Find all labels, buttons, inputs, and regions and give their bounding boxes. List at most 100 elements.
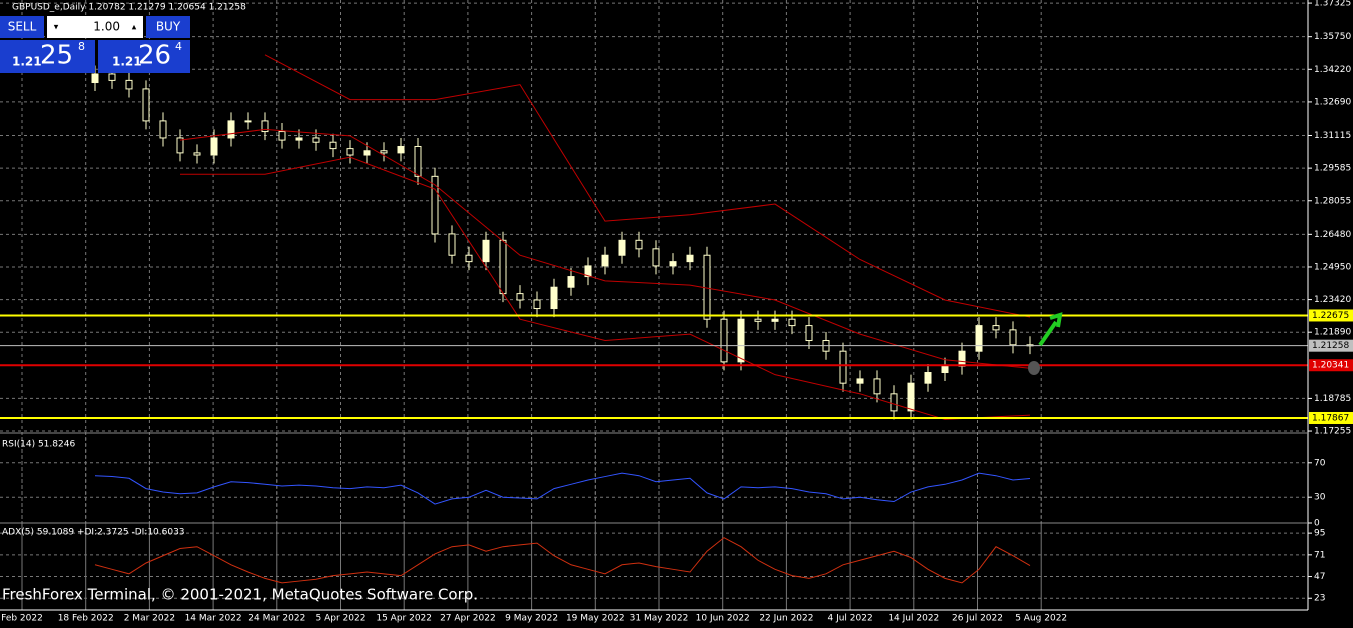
candle-body <box>533 299 541 310</box>
x-tick-label: 27 Apr 2022 <box>440 614 496 624</box>
candle-body <box>227 120 235 139</box>
y-tick-label: 1.21890 <box>1314 328 1351 338</box>
x-tick-label: 2 Mar 2022 <box>124 614 175 624</box>
candle-body <box>805 325 813 342</box>
buy-button[interactable] <box>146 16 190 38</box>
candle-body <box>754 318 762 322</box>
candle-body <box>363 150 371 156</box>
candle-body <box>397 145 405 154</box>
candle-body <box>142 88 150 122</box>
candle-body <box>91 73 99 84</box>
sell-price-main: 25 <box>40 41 73 71</box>
candle-body <box>295 137 303 141</box>
y-tick-label: 1.28055 <box>1314 196 1351 206</box>
x-tick-label: 14 Jul 2022 <box>888 614 939 624</box>
y-tick-label: 1.17255 <box>1314 427 1351 437</box>
y-tick-label: 1.29585 <box>1314 164 1351 174</box>
candle-body <box>516 293 524 301</box>
candle-body <box>312 137 320 143</box>
price-level-tag <box>1309 411 1353 424</box>
x-tick-label: 22 Jun 2022 <box>759 614 813 624</box>
price-level-tag <box>1309 359 1353 372</box>
arrow-annotation <box>1038 312 1063 347</box>
x-tick-label: 5 Apr 2022 <box>316 614 366 624</box>
candle-body <box>431 175 439 235</box>
buy-price-big: 1.21 <box>112 55 142 69</box>
buy-label[interactable]: BUY <box>156 20 181 34</box>
candle-body <box>992 325 1000 331</box>
candle-body <box>856 378 864 384</box>
indicator-title: ADX(5) 59.1089 +DI:2.3725 -DI:10.6033 <box>2 528 185 538</box>
lot-down[interactable]: ▾ <box>54 23 59 33</box>
marker <box>1028 361 1040 375</box>
price-level-tag <box>1309 339 1353 352</box>
candle-body <box>941 365 949 374</box>
indicator-title: RSI(14) 51.8246 <box>2 440 75 450</box>
buy-price-main: 26 <box>138 41 171 71</box>
candle-body <box>720 318 728 363</box>
candle-body <box>448 233 456 256</box>
x-tick-label: 5 Aug 2022 <box>1015 614 1067 624</box>
y-tick-label: 1.26480 <box>1314 230 1351 240</box>
symbol-info: GBPUSD_e,Daily 1.20782 1.21279 1.20654 1… <box>12 3 246 13</box>
lot-input[interactable] <box>47 16 143 38</box>
indicator-line <box>94 472 1031 505</box>
x-tick-label: 26 Jul 2022 <box>952 614 1003 624</box>
y-tick-label: 30 <box>1314 493 1326 503</box>
sell-price-big: 1.21 <box>12 55 42 69</box>
x-tick-label: 10 Jun 2022 <box>696 614 750 624</box>
y-tick-label: 1.23420 <box>1314 295 1351 305</box>
candle-body <box>108 73 116 81</box>
candle-body <box>329 141 337 150</box>
y-tick-label: 23 <box>1314 594 1325 604</box>
candle-body <box>686 254 694 263</box>
candle-body <box>584 265 592 278</box>
price-level-label: 1.21258 <box>1312 341 1349 351</box>
candle-body <box>414 145 422 177</box>
candle-body <box>193 152 201 156</box>
y-tick-label: 47 <box>1314 572 1325 582</box>
copyright: FreshForex Terminal, © 2001-2021, MetaQu… <box>2 586 478 604</box>
y-tick-label: 1.24950 <box>1314 262 1351 272</box>
sell-button[interactable] <box>0 16 44 38</box>
x-tick-label: Feb 2022 <box>1 614 43 624</box>
y-tick-label: 71 <box>1314 550 1325 560</box>
x-tick-label: 24 Mar 2022 <box>248 614 305 624</box>
y-tick-label: 1.32690 <box>1314 97 1351 107</box>
candle-body <box>159 120 167 139</box>
bollinger-band <box>180 156 1031 420</box>
candle-body <box>1009 329 1017 346</box>
lot-value[interactable]: 1.00 <box>93 20 120 34</box>
price-level-label: 1.22675 <box>1312 311 1349 321</box>
candle-body <box>210 137 218 156</box>
bollinger-band <box>264 54 1031 318</box>
candle-body <box>975 325 983 352</box>
candle-body <box>346 148 354 156</box>
bollinger-band <box>179 128 1031 369</box>
x-tick-label: 15 Apr 2022 <box>376 614 432 624</box>
y-tick-label: 70 <box>1314 458 1326 468</box>
x-tick-label: 31 May 2022 <box>630 614 689 624</box>
candle-body <box>635 239 643 250</box>
candle-body <box>278 131 286 141</box>
candle-body <box>601 254 609 267</box>
candle-body <box>669 261 677 267</box>
buy-price-box[interactable] <box>98 40 190 73</box>
lot-up[interactable]: ▴ <box>132 23 137 33</box>
candle-body <box>550 286 558 310</box>
candle-body <box>839 350 847 384</box>
candle-body <box>788 318 796 327</box>
candle-body <box>890 393 898 412</box>
sell-price-pip: 8 <box>78 40 85 53</box>
sell-label[interactable]: SELL <box>8 20 37 34</box>
candle-body <box>618 239 626 256</box>
buy-price-pip: 4 <box>175 40 182 53</box>
candle-body <box>924 372 932 384</box>
price-level-label: 1.20341 <box>1312 361 1349 371</box>
candle-body <box>482 239 490 263</box>
x-tick-label: 4 Jul 2022 <box>827 614 872 624</box>
sell-price-box[interactable] <box>0 40 95 73</box>
candle-body <box>907 382 915 412</box>
candle-body <box>465 254 473 263</box>
